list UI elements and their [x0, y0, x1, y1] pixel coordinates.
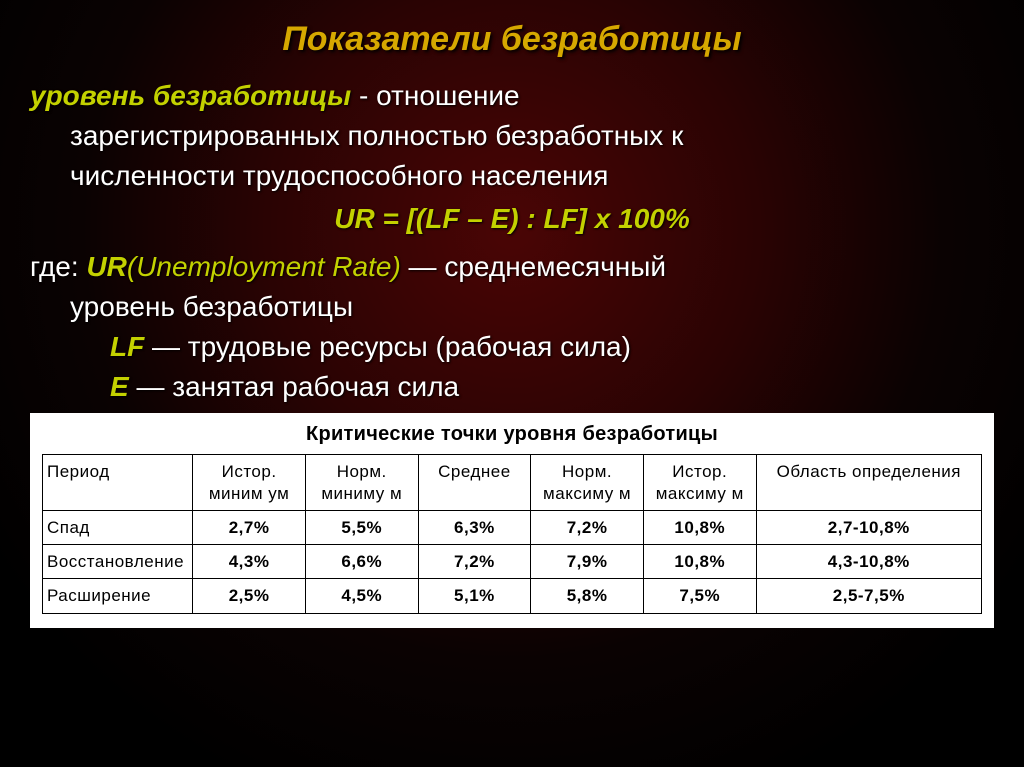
where-ur-var: UR	[86, 251, 126, 282]
table-container: Критические точки уровня безработицы Пер…	[30, 413, 994, 627]
table-row: Восстановление 4,3% 6,6% 7,2% 7,9% 10,8%…	[43, 545, 982, 579]
th-norm-min: Норм. миниму м	[305, 455, 418, 511]
definition-sep: -	[351, 80, 376, 111]
cell-value: 10,8%	[643, 510, 756, 544]
where-ur-dash: —	[401, 251, 445, 282]
th-hist-min: Истор. миним ум	[193, 455, 306, 511]
cell-value: 7,9%	[531, 545, 644, 579]
th-range: Область определения	[756, 455, 981, 511]
cell-range: 2,7-10,8%	[756, 510, 981, 544]
where-lf-text: трудовые ресурсы (рабочая сила)	[188, 331, 631, 362]
where-ur-line-2: уровень безработицы	[70, 288, 994, 326]
where-e-var: E	[110, 371, 129, 402]
where-e-dash: —	[129, 371, 173, 402]
cell-range: 2,5-7,5%	[756, 579, 981, 613]
cell-period: Восстановление	[43, 545, 193, 579]
table-row: Спад 2,7% 5,5% 6,3% 7,2% 10,8% 2,7-10,8%	[43, 510, 982, 544]
where-e-text: занятая рабочая сила	[172, 371, 459, 402]
table-row: Расширение 2,5% 4,5% 5,1% 5,8% 7,5% 2,5-…	[43, 579, 982, 613]
where-prefix: где:	[30, 251, 86, 282]
formula: UR = [(LF – E) : LF] x 100%	[30, 200, 994, 238]
cell-value: 10,8%	[643, 545, 756, 579]
th-period: Период	[43, 455, 193, 511]
where-ur-paren: (Unemployment Rate)	[127, 251, 401, 282]
cell-value: 6,6%	[305, 545, 418, 579]
unemployment-table: Период Истор. миним ум Норм. миниму м Ср…	[42, 454, 982, 613]
cell-value: 7,2%	[531, 510, 644, 544]
where-lf-var: LF	[110, 331, 144, 362]
cell-value: 7,5%	[643, 579, 756, 613]
cell-value: 5,5%	[305, 510, 418, 544]
where-e-line: E — занятая рабочая сила	[110, 368, 994, 406]
where-lf-line: LF — трудовые ресурсы (рабочая сила)	[110, 328, 994, 366]
th-hist-max: Истор. максиму м	[643, 455, 756, 511]
definition-line-3: численности трудоспособного населения	[70, 157, 994, 195]
cell-period: Спад	[43, 510, 193, 544]
cell-value: 5,1%	[418, 579, 531, 613]
cell-period: Расширение	[43, 579, 193, 613]
where-lf-dash: —	[144, 331, 188, 362]
cell-range: 4,3-10,8%	[756, 545, 981, 579]
slide-title: Показатели безработицы	[30, 20, 994, 59]
th-norm-max: Норм. максиму м	[531, 455, 644, 511]
formula-part-2: : LF]	[526, 203, 594, 234]
table-caption: Критические точки уровня безработицы	[42, 423, 982, 446]
cell-value: 6,3%	[418, 510, 531, 544]
formula-part-1: UR = [(LF – E)	[334, 203, 526, 234]
where-ur-line-1: где: UR(Unemployment Rate) — среднемесяч…	[30, 248, 994, 286]
th-avg: Среднее	[418, 455, 531, 511]
cell-value: 4,3%	[193, 545, 306, 579]
where-ur-text-1: среднемесячный	[444, 251, 666, 282]
definition-rest-1: отношение	[376, 80, 520, 111]
term-unemployment-level: уровень безработицы	[30, 80, 351, 111]
cell-value: 2,5%	[193, 579, 306, 613]
table-header-row: Период Истор. миним ум Норм. миниму м Ср…	[43, 455, 982, 511]
definition-line-1: уровень безработицы - отношение	[30, 77, 994, 115]
cell-value: 4,5%	[305, 579, 418, 613]
slide: Показатели безработицы уровень безработи…	[0, 0, 1024, 767]
cell-value: 2,7%	[193, 510, 306, 544]
cell-value: 7,2%	[418, 545, 531, 579]
formula-part-3: x 100%	[595, 203, 690, 234]
cell-value: 5,8%	[531, 579, 644, 613]
definition-line-2: зарегистрированных полностью безработных…	[70, 117, 994, 155]
